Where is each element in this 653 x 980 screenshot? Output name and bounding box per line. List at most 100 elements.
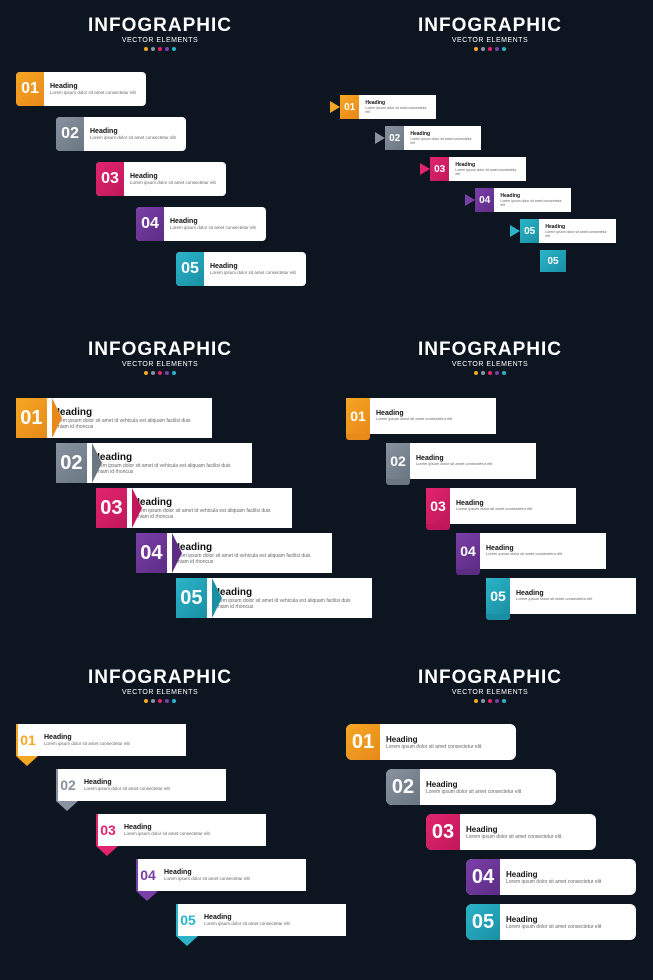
dot bbox=[474, 47, 478, 51]
step-heading: Heading bbox=[466, 825, 561, 834]
dot bbox=[172, 47, 176, 51]
dot bbox=[502, 47, 506, 51]
step-text: Lorem ipsum dolor sit amet consectetur e… bbox=[426, 789, 521, 795]
dot bbox=[151, 699, 155, 703]
step-text: Lorem ipsum dolor sit amet id vehicula e… bbox=[53, 418, 206, 430]
dot bbox=[495, 371, 499, 375]
chevron-down-icon bbox=[56, 801, 78, 811]
step-card: 01HeadingLorem ipsum dolor sit amet cons… bbox=[340, 95, 436, 119]
dot bbox=[495, 47, 499, 51]
step-card: 02HeadingLorem ipsum dolor sit amet cons… bbox=[56, 117, 186, 151]
step-body: HeadingLorem ipsum dolor sit amet consec… bbox=[198, 911, 296, 929]
dot bbox=[144, 47, 148, 51]
step-body: HeadingLorem ipsum dolor sit amet consec… bbox=[44, 80, 142, 98]
step-heading: Heading bbox=[130, 173, 216, 180]
step-number: 03 bbox=[426, 814, 460, 850]
step-number: 02 bbox=[385, 126, 404, 150]
step-body: HeadingLorem ipsum dolor sit amet consec… bbox=[500, 867, 607, 888]
step-number: 05 bbox=[176, 252, 204, 286]
step-text: Lorem ipsum dolor sit amet consectetur e… bbox=[545, 230, 610, 238]
step-number: 03 bbox=[96, 162, 124, 196]
step-card: 04HeadingLorem ipsum dolor sit amet cons… bbox=[136, 859, 306, 891]
step-heading: Heading bbox=[506, 915, 601, 924]
dot bbox=[158, 371, 162, 375]
title-dots bbox=[390, 47, 590, 51]
title-subtitle: VECTOR ELEMENTS bbox=[390, 689, 590, 696]
dot bbox=[481, 699, 485, 703]
dot bbox=[165, 47, 169, 51]
step-text: Lorem ipsum dolor sit amet consectetur e… bbox=[516, 597, 592, 602]
step-number: 05 bbox=[486, 578, 510, 614]
step-number-detached: 05 bbox=[540, 250, 566, 272]
step-heading: Heading bbox=[164, 869, 250, 876]
step-number: 01 bbox=[16, 72, 44, 106]
step-body: HeadingLorem ipsum dolor sit amet consec… bbox=[404, 128, 481, 148]
step-text: Lorem ipsum dolor sit amet id vehicula e… bbox=[93, 463, 246, 475]
step-card: 05HeadingLorem ipsum dolor sit amet cons… bbox=[176, 904, 346, 936]
title-subtitle: VECTOR ELEMENTS bbox=[60, 689, 260, 696]
dot bbox=[172, 699, 176, 703]
step-number: 04 bbox=[136, 859, 158, 891]
step-text: Lorem ipsum dolor sit amet consectetur e… bbox=[204, 921, 290, 926]
dot bbox=[172, 371, 176, 375]
step-body: HeadingLorem ipsum dolor sit amet consec… bbox=[124, 170, 222, 188]
step-card: 02HeadingLorem ipsum dolor sit amet cons… bbox=[386, 443, 536, 479]
step-number: 02 bbox=[56, 443, 87, 483]
step-body: HeadingLorem ipsum dolor sit amet consec… bbox=[164, 215, 262, 233]
step-body: HeadingLorem ipsum dolor sit amet consec… bbox=[460, 822, 567, 843]
dot bbox=[158, 699, 162, 703]
step-card: 04HeadingLorem ipsum dolor sit amet cons… bbox=[466, 859, 636, 895]
step-number: 05 bbox=[176, 578, 207, 618]
step-card: 05 HeadingLorem ipsum dolor sit amet id v… bbox=[176, 578, 372, 618]
infographic-title-block: INFOGRAPHICVECTOR ELEMENTS bbox=[60, 16, 260, 51]
fold-icon bbox=[426, 524, 450, 530]
step-number: 03 bbox=[96, 488, 127, 528]
step-card: 04HeadingLorem ipsum dolor sit amet cons… bbox=[456, 533, 606, 569]
step-body: HeadingLorem ipsum dolor sit amet consec… bbox=[500, 912, 607, 933]
step-card: 02HeadingLorem ipsum dolor sit amet cons… bbox=[386, 769, 556, 805]
step-number: 04 bbox=[136, 207, 164, 241]
step-card: 01HeadingLorem ipsum dolor sit amet cons… bbox=[346, 398, 496, 434]
step-number: 03 bbox=[426, 488, 450, 524]
infographic-title-block: INFOGRAPHICVECTOR ELEMENTS bbox=[60, 340, 260, 375]
fold-icon bbox=[386, 479, 410, 485]
step-card: 01HeadingLorem ipsum dolor sit amet id v… bbox=[16, 398, 212, 438]
step-body: HeadingLorem ipsum dolor sit amet consec… bbox=[78, 776, 176, 794]
step-text: Lorem ipsum dolor sit amet consectetur e… bbox=[365, 106, 430, 114]
dot bbox=[158, 47, 162, 51]
title-main: INFOGRAPHIC bbox=[60, 340, 260, 359]
dot bbox=[488, 371, 492, 375]
step-heading: Heading bbox=[173, 542, 326, 553]
dot bbox=[151, 47, 155, 51]
arrow-icon bbox=[172, 533, 182, 573]
title-main: INFOGRAPHIC bbox=[390, 340, 590, 359]
step-body: HeadingLorem ipsum dolor sit amet id veh… bbox=[127, 494, 292, 523]
step-text: Lorem ipsum dolor sit amet consectetur e… bbox=[50, 90, 136, 95]
step-body: HeadingLorem ipsum dolor sit amet consec… bbox=[118, 821, 216, 839]
step-text: Lorem ipsum dolor sit amet id vehicula e… bbox=[173, 553, 326, 565]
chevron-down-icon bbox=[176, 936, 198, 946]
step-number: 05 bbox=[466, 904, 500, 940]
dot bbox=[474, 699, 478, 703]
step-text: Lorem ipsum dolor sit amet consectetur e… bbox=[410, 137, 475, 145]
step-text: Lorem ipsum dolor sit amet consectetur e… bbox=[164, 876, 250, 881]
step-text: Lorem ipsum dolor sit amet id vehicula e… bbox=[213, 598, 366, 610]
step-heading: Heading bbox=[124, 824, 210, 831]
step-card: 01HeadingLorem ipsum dolor sit amet cons… bbox=[346, 724, 516, 760]
step-text: Lorem ipsum dolor sit amet consectetur e… bbox=[506, 924, 601, 930]
title-main: INFOGRAPHIC bbox=[60, 16, 260, 35]
step-number: 01 bbox=[16, 398, 47, 438]
step-card: 03HeadingLorem ipsum dolor sit amet cons… bbox=[426, 488, 576, 524]
fold-icon bbox=[456, 569, 480, 575]
step-text: Lorem ipsum dolor sit amet consectetur e… bbox=[124, 831, 210, 836]
chevron-down-icon bbox=[136, 891, 158, 901]
step-body: HeadingLorem ipsum dolor sit amet consec… bbox=[158, 866, 256, 884]
infographic-title-block: INFOGRAPHICVECTOR ELEMENTS bbox=[390, 16, 590, 51]
step-heading: Heading bbox=[213, 587, 366, 598]
step-card: 05HeadingLorem ipsum dolor sit amet cons… bbox=[176, 252, 306, 286]
step-body: HeadingLorem ipsum dolor sit amet id veh… bbox=[167, 539, 332, 568]
step-text: Lorem ipsum dolor sit amet consectetur e… bbox=[376, 417, 452, 422]
fold-icon bbox=[486, 614, 510, 620]
step-card: 02HeadingLorem ipsum dolor sit amet id v… bbox=[56, 443, 252, 483]
title-main: INFOGRAPHIC bbox=[390, 16, 590, 35]
